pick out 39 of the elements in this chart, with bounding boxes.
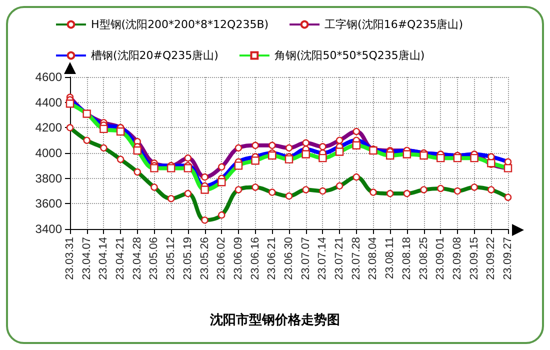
x-tick-label: 23.05.19 <box>182 237 194 280</box>
x-tick-label: 23.05.26 <box>198 237 211 280</box>
y-tick-label: 4200 <box>35 120 62 135</box>
legend-label: 工字钢(沈阳16#Q235唐山) <box>324 18 463 31</box>
y-tick-label: 4000 <box>35 146 62 160</box>
y-tick-label: 3600 <box>35 196 62 211</box>
x-tick-label: 23.09.27 <box>502 237 514 280</box>
x-tick-label: 23.07.07 <box>300 237 312 280</box>
x-tick-label: 23.06.16 <box>249 237 262 280</box>
x-tick-label: 23.08.04 <box>367 237 380 280</box>
x-tick-label: 23.08.25 <box>418 237 430 280</box>
y-tick-label: 4400 <box>35 95 62 110</box>
legend-label: 槽钢(沈阳20#Q235唐山) <box>91 49 218 62</box>
x-tick-label: 23.04.14 <box>98 237 110 280</box>
y-tick-label: 3800 <box>35 171 62 186</box>
legend-label: H型钢(沈阳200*200*8*12Q235B) <box>91 18 269 31</box>
x-tick-label: 23.09.22 <box>485 237 498 280</box>
x-tick-label: 23.06.09 <box>232 237 244 280</box>
x-tick-label: 23.04.07 <box>80 237 93 280</box>
y-tick-label: 4600 <box>35 70 62 84</box>
x-tick-label: 23.09.01 <box>434 237 447 280</box>
x-tick-label: 23.09.15 <box>468 237 480 280</box>
y-tick-label: 3400 <box>35 222 62 236</box>
x-tick-label: 23.06.30 <box>283 237 295 280</box>
x-tick-label: 23.05.12 <box>165 237 178 280</box>
x-tick-label: 23.07.28 <box>350 237 362 280</box>
x-tick-label: 23.07.21 <box>334 237 346 280</box>
x-tick-label: 23.08.11 <box>384 237 396 280</box>
x-tick-label: 23.03.31 <box>64 237 76 280</box>
x-tick-label: 23.08.18 <box>400 237 413 280</box>
x-tick-label: 23.05.06 <box>148 237 160 280</box>
x-tick-label: 23.04.28 <box>131 237 144 280</box>
x-tick-label: 23.04.21 <box>114 237 127 280</box>
x-tick-label: 23.07.14 <box>316 237 329 280</box>
legend-label: 角钢(沈阳50*50*5Q235唐山) <box>274 49 425 62</box>
x-tick-label: 23.09.08 <box>451 237 464 280</box>
x-tick-label: 23.06.02 <box>216 237 228 280</box>
x-tick-label: 23.06.21 <box>266 237 278 280</box>
text: 沈阳市型钢价格走势图 <box>209 312 340 328</box>
